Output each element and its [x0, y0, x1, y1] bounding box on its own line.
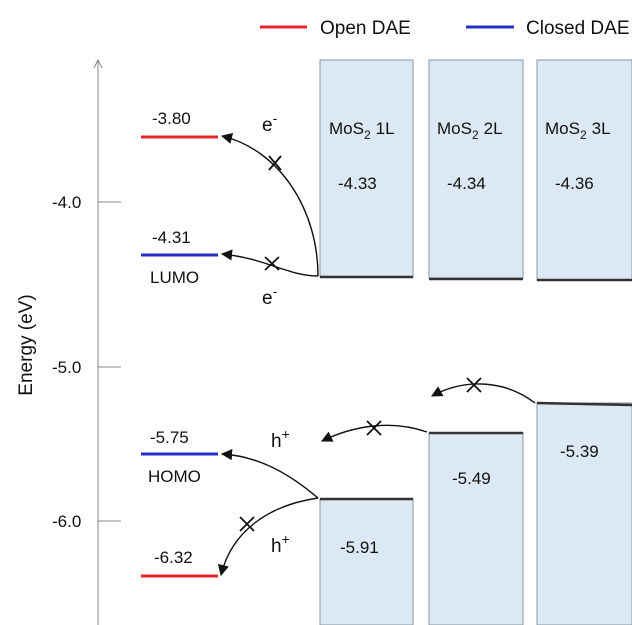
- energy-axis: -4.0 -5.0 -6.0 Energy (eV): [16, 60, 121, 625]
- hole-label-upper: h+: [271, 426, 290, 452]
- vb-box-2L: [428, 432, 524, 625]
- hole-arrow-2L-to-1L: [320, 424, 428, 442]
- cb-box-1L: [319, 59, 414, 278]
- block-cross: [264, 256, 280, 271]
- lumo-label: LUMO: [150, 268, 199, 287]
- vb-value-3L: -5.39: [560, 442, 599, 461]
- block-cross: [239, 516, 255, 532]
- cb-value-1L: -4.33: [338, 174, 377, 193]
- mos2-layer-3L: MoS2 3L -4.36 -5.39: [536, 59, 632, 625]
- tick-label: -5.0: [52, 358, 81, 377]
- open-homo-value: -6.32: [154, 548, 193, 567]
- layer-label-1L: MoS2 1L: [329, 119, 395, 142]
- tick-label: -4.0: [52, 193, 81, 212]
- hole-arrow-upper: [220, 449, 319, 499]
- legend-open-label: Open DAE: [320, 18, 411, 39]
- electron-label-lower: e-: [262, 283, 278, 309]
- hole-arrow-lower: [217, 497, 319, 577]
- cb-box-3L: [536, 59, 632, 281]
- carrier-labels: e- e- h+ h+: [262, 110, 290, 557]
- transfer-arrows: [217, 132, 536, 577]
- layer-label-3L: MoS2 3L: [545, 119, 611, 142]
- homo-label: HOMO: [148, 467, 201, 486]
- mos2-layer-1L: MoS2 1L -4.33 -5.91: [319, 59, 414, 625]
- vb-box-1L: [319, 498, 414, 625]
- vb-value-1L: -5.91: [340, 538, 379, 557]
- hole-arrow-3L-to-2L: [431, 383, 536, 404]
- vb-value-2L: -5.49: [452, 469, 491, 488]
- dae-levels: -3.80 -4.31 LUMO -5.75 HOMO -6.32: [141, 109, 218, 578]
- block-cross: [268, 155, 282, 171]
- open-lumo-value: -3.80: [152, 109, 191, 128]
- vb-edge-3L: [536, 401, 632, 407]
- hole-label-lower: h+: [271, 531, 290, 557]
- block-cross: [466, 377, 482, 393]
- electron-arrow-upper: [220, 132, 319, 277]
- vb-box-3L: [536, 402, 632, 625]
- closed-homo-value: -5.75: [150, 428, 189, 447]
- mos2-layer-2L: MoS2 2L -4.34 -5.49: [428, 59, 524, 625]
- layer-label-2L: MoS2 2L: [437, 119, 503, 142]
- electron-label-upper: e-: [262, 110, 278, 136]
- block-crosses: [239, 155, 482, 532]
- cb-value-3L: -4.36: [555, 174, 594, 193]
- cb-value-2L: -4.34: [447, 174, 486, 193]
- legend: Open DAE Closed DAE: [260, 18, 630, 39]
- legend-closed-label: Closed DAE: [526, 18, 630, 39]
- axis-title: Energy (eV): [16, 294, 37, 395]
- tick-label: -6.0: [52, 512, 81, 531]
- block-cross: [366, 420, 382, 436]
- cb-box-2L: [428, 59, 524, 279]
- closed-lumo-value: -4.31: [152, 228, 191, 247]
